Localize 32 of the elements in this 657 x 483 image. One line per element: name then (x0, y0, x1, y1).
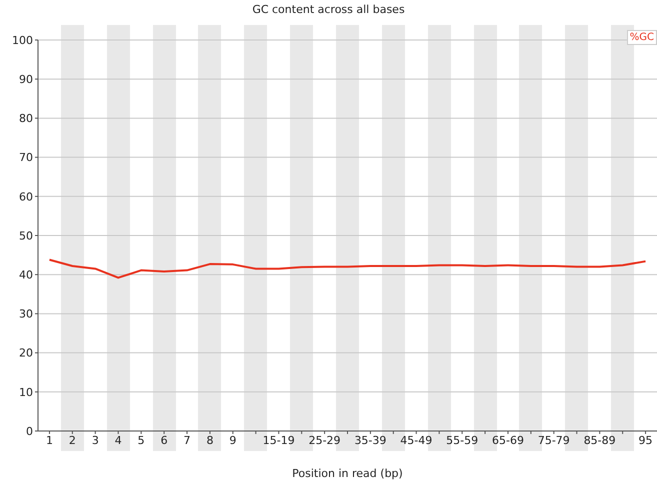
x-tick-label: 2 (68, 434, 76, 447)
y-tick-label: 60 (19, 190, 33, 204)
y-tick-label: 30 (19, 308, 33, 321)
x-tick-label: 8 (206, 434, 214, 447)
x-tick-label: 25-29 (308, 434, 341, 447)
x-axis-title: Position in read (bp) (291, 467, 404, 480)
x-tick-label: 6 (160, 434, 168, 447)
x-tick-label: 35-39 (354, 434, 386, 447)
y-tick-label: 50 (19, 229, 33, 242)
x-tick-label: 7 (184, 434, 191, 447)
x-tick-label: 75-79 (538, 434, 570, 447)
y-tick-label: 80 (19, 112, 33, 126)
x-tick-label: 95 (638, 434, 653, 447)
x-tick-label: 45-49 (400, 434, 432, 447)
x-tick-label: 3 (92, 434, 99, 447)
y-tick-label: 70 (19, 151, 33, 164)
y-tick-label: 100 (12, 34, 33, 47)
y-tick-label: 0 (26, 424, 33, 438)
y-tick-label: 10 (19, 386, 33, 399)
y-tick-label: 40 (19, 268, 33, 282)
x-tick-label: 65-69 (492, 434, 524, 447)
x-tick-label: 15-19 (262, 434, 295, 447)
y-tick-label: 90 (19, 73, 33, 86)
x-tick-label: 4 (114, 434, 122, 447)
x-tick-label: 55-59 (446, 434, 478, 447)
x-tick-label: 1 (46, 434, 53, 447)
y-tick-label: 20 (19, 346, 33, 360)
x-tick-label: 9 (229, 434, 236, 447)
x-tick-label: 5 (138, 434, 145, 447)
chart-title: GC content across all bases (251, 3, 406, 16)
x-tick-label: 85-89 (584, 434, 616, 447)
text: %GC (630, 32, 654, 43)
